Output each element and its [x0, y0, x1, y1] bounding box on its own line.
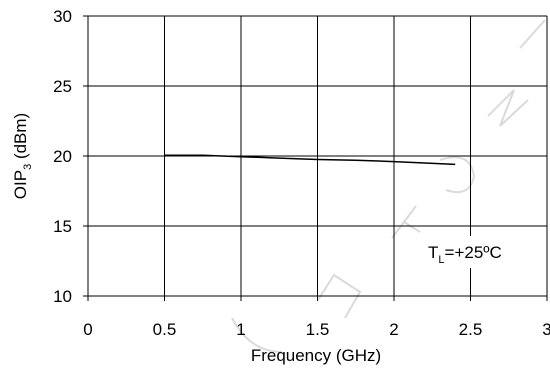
y-tick-label: 15 [53, 217, 72, 236]
y-axis-label-subscript: 3 [22, 164, 34, 170]
y-axis-label-main: OIP [11, 170, 30, 199]
x-tick-label: 2.5 [459, 320, 483, 339]
x-axis-label: Frequency (GHz) [251, 346, 381, 365]
y-tick-label: 30 [53, 7, 72, 26]
watermark [231, 19, 546, 353]
tick-labels: 0 0.5 1 1.5 2 2.5 3 10 15 20 25 30 [53, 7, 550, 339]
x-tick-label: 2 [389, 320, 398, 339]
y-tick-label: 25 [53, 77, 72, 96]
series-layer [164, 154, 456, 166]
y-axis-label: OIP3 (dBm) [11, 113, 34, 199]
x-tick-label: 1 [236, 320, 245, 339]
annotation-background [418, 236, 530, 268]
annotation-value: =+25ºC [445, 243, 502, 262]
temperature-annotation: TL=+25ºC [428, 243, 502, 266]
x-tick-label: 1.5 [306, 320, 330, 339]
series-line [164, 154, 456, 166]
x-tick-label: 0 [83, 320, 92, 339]
x-tick-label: 3 [542, 320, 550, 339]
annotation-subscript: L [438, 254, 444, 266]
y-tick-label: 10 [53, 287, 72, 306]
y-tick-label: 20 [53, 147, 72, 166]
axes [83, 15, 548, 301]
x-tick-label: 0.5 [153, 320, 177, 339]
y-axis-label-unit: (dBm) [11, 113, 30, 164]
grid [88, 15, 548, 296]
annotation-main: T [428, 243, 438, 262]
